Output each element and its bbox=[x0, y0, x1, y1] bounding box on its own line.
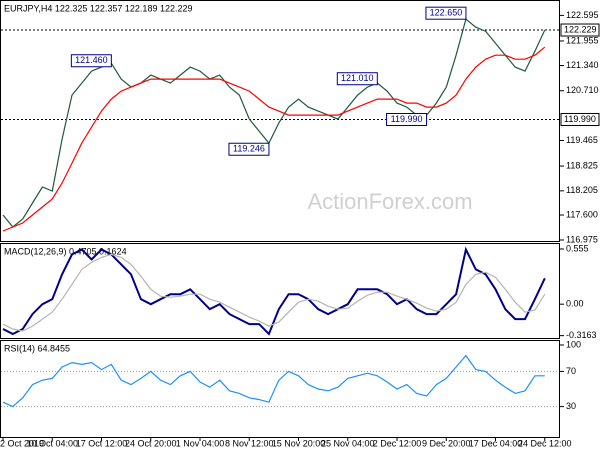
x-tick-label: 10 Oct 04:00 bbox=[26, 438, 78, 448]
y-tick-label: 122.595 bbox=[566, 10, 599, 20]
x-tick-label: 17 Oct 12:00 bbox=[76, 438, 128, 448]
y-tick-label: 70 bbox=[566, 366, 576, 376]
rsi-panel bbox=[0, 340, 560, 438]
y-tick-label: 117.600 bbox=[566, 209, 598, 219]
series-line bbox=[2, 253, 546, 332]
macd-panel bbox=[0, 243, 560, 339]
x-tick-label: 9 Dec 20:00 bbox=[422, 438, 471, 448]
x-tick-label: 17 Dec 04:00 bbox=[469, 438, 523, 448]
panel-title: EURJPY,H4 122.325 122.357 122.189 122.22… bbox=[4, 3, 193, 13]
annotation-label: 122.650 bbox=[430, 8, 463, 18]
y-tick-label: 120.710 bbox=[566, 85, 599, 95]
annotation-box bbox=[336, 72, 378, 86]
y-tick-label: 100 bbox=[566, 339, 581, 349]
x-tick-label: 1 Nov 04:00 bbox=[176, 438, 225, 448]
panel-title: RSI(14) 64.8455 bbox=[4, 343, 70, 353]
annotation-label: 121.010 bbox=[341, 73, 374, 83]
series-line bbox=[2, 246, 546, 336]
y-tick-label: 121.340 bbox=[566, 60, 599, 70]
x-tick-label: 8 Nov 12:00 bbox=[225, 438, 274, 448]
y-tick-label: -0.3163 bbox=[566, 330, 597, 340]
x-tick-label: 2 Oct 2019 bbox=[0, 438, 44, 448]
y-tick-label: 0.555 bbox=[566, 243, 589, 253]
series-line bbox=[2, 354, 545, 408]
y-tick-label: 118.205 bbox=[566, 185, 598, 195]
price-label: 122.229 bbox=[564, 24, 597, 34]
annotation-box bbox=[228, 142, 270, 156]
y-tick-label: 116.975 bbox=[566, 234, 598, 244]
y-tick-label: 0.00 bbox=[566, 299, 584, 309]
series-line bbox=[2, 18, 546, 228]
price-label-box bbox=[560, 113, 600, 127]
price-label-box bbox=[560, 23, 600, 37]
annotation-box bbox=[386, 113, 428, 127]
annotation-label: 121.460 bbox=[75, 55, 108, 65]
y-tick-label: 119.465 bbox=[566, 135, 598, 145]
y-tick-label: 30 bbox=[566, 401, 576, 411]
x-tick-label: 24 Dec 12:00 bbox=[518, 438, 572, 448]
annotation-label: 119.990 bbox=[391, 114, 423, 124]
x-tick-label: 25 Nov 04:00 bbox=[321, 438, 375, 448]
annotation-box bbox=[70, 54, 112, 68]
y-tick-label: 118.825 bbox=[566, 160, 598, 170]
x-tick-label: 2 Dec 12:00 bbox=[373, 438, 422, 448]
annotation-box bbox=[425, 6, 467, 20]
series-line bbox=[2, 46, 546, 232]
x-tick-label: 15 Nov 20:00 bbox=[272, 438, 326, 448]
y-tick-label: 121.955 bbox=[566, 35, 599, 45]
price-label: 119.990 bbox=[564, 114, 596, 124]
watermark: ActionForex.com bbox=[307, 189, 472, 214]
main-panel bbox=[0, 0, 560, 242]
x-tick-label: 24 Oct 20:00 bbox=[125, 438, 177, 448]
annotation-label: 119.246 bbox=[233, 144, 265, 154]
panel-title: MACD(12,26,9) 0.4705 0.1624 bbox=[4, 246, 127, 256]
